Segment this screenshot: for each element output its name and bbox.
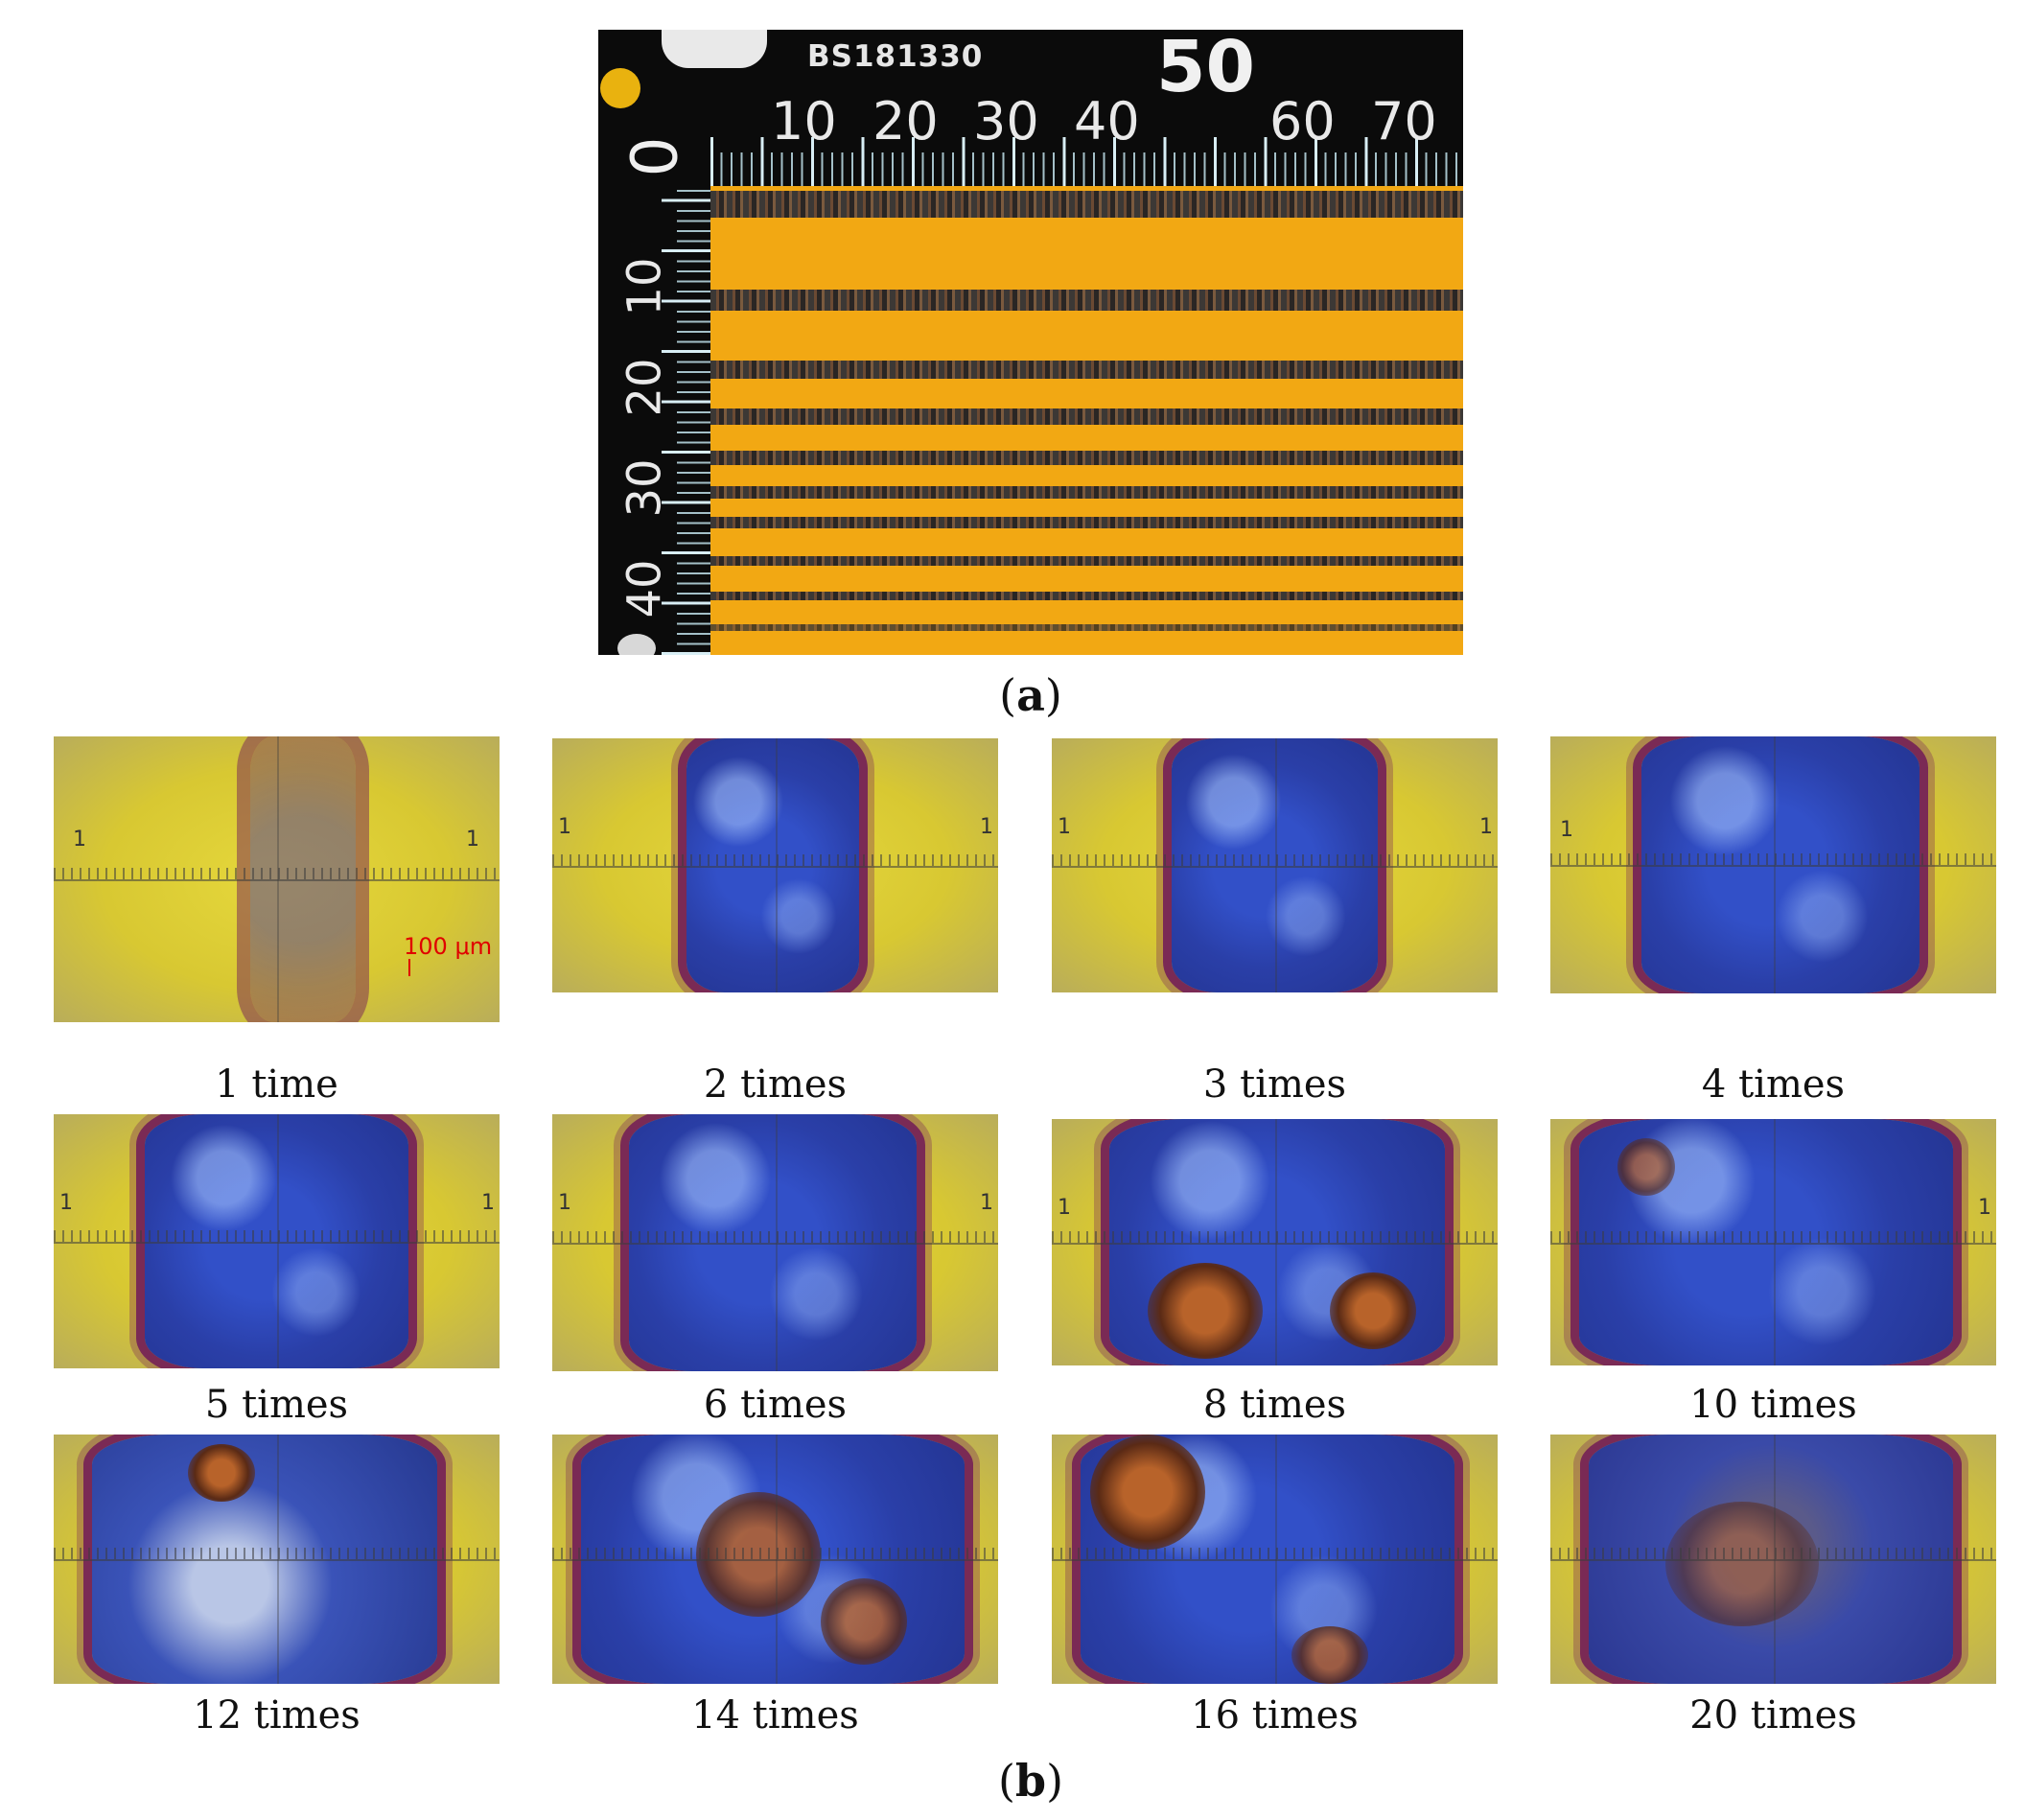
tile-label: 2 times xyxy=(703,1062,848,1107)
ruler-hole-bottom xyxy=(617,634,656,655)
tile-label: 20 times xyxy=(1689,1693,1857,1738)
scratch-line xyxy=(710,517,1463,528)
tile-label: 14 times xyxy=(691,1693,859,1738)
rust-spot xyxy=(1665,1502,1819,1626)
scale-bar-label: 100 μm xyxy=(404,933,493,960)
ruler-major-ticks-top xyxy=(710,137,1463,186)
micrograph-tile: 1 1 100 μm xyxy=(54,736,500,1022)
scratch-line xyxy=(710,191,1463,218)
ruler-left-label: 40 xyxy=(617,559,672,618)
micrograph-tile: 1 1 xyxy=(54,1114,500,1368)
scratch-line xyxy=(710,486,1463,499)
micrograph-tile xyxy=(1550,1435,1996,1684)
scratch-line xyxy=(710,556,1463,566)
rust-spot xyxy=(1617,1138,1675,1196)
ruler-top-label: 40 xyxy=(1074,91,1140,152)
ruler-left-label: 30 xyxy=(617,458,672,518)
rust-spot xyxy=(1291,1626,1368,1684)
rust-spot xyxy=(1148,1263,1263,1359)
rust-spot xyxy=(1090,1435,1205,1550)
tile-label: 8 times xyxy=(1202,1383,1347,1427)
ruler-top-label: 70 xyxy=(1371,91,1437,152)
rust-spot xyxy=(821,1578,907,1665)
micrograph-tile: 1 xyxy=(1550,736,1996,993)
rust-spot xyxy=(1330,1272,1416,1349)
ruler-hole xyxy=(600,68,640,108)
ruler-top-label: 60 xyxy=(1269,91,1336,152)
ruler-top-label: 20 xyxy=(872,91,939,152)
ruler-logo xyxy=(662,30,767,68)
ruler-major-ticks-left xyxy=(662,186,710,655)
caption-b: (b) xyxy=(997,1755,1064,1807)
micrograph-tile: 1 xyxy=(1052,1119,1498,1365)
tile-label: 3 times xyxy=(1202,1062,1347,1107)
ruler-top-label: 30 xyxy=(973,91,1039,152)
caption-a: (a) xyxy=(999,669,1062,721)
scratch-line xyxy=(710,592,1463,600)
micrograph-tile: 1 1 xyxy=(1052,738,1498,992)
micrograph-tile: 1 xyxy=(1550,1119,1996,1365)
tile-label: 10 times xyxy=(1689,1383,1857,1427)
tile-label: 4 times xyxy=(1701,1062,1846,1107)
micrograph-tile xyxy=(54,1435,500,1684)
micrograph-tile: 1 1 xyxy=(552,738,998,992)
scale-bar xyxy=(408,959,410,976)
tile-label: 12 times xyxy=(193,1693,361,1738)
ruler-left-label: 20 xyxy=(617,358,672,417)
tile-label: 5 times xyxy=(204,1383,349,1427)
tile-label: 16 times xyxy=(1191,1693,1359,1738)
micrograph-tile xyxy=(552,1435,998,1684)
scratch-line xyxy=(710,624,1463,631)
scratch-line xyxy=(710,290,1463,311)
micrograph-tile xyxy=(1052,1435,1498,1684)
tile-label: 6 times xyxy=(703,1383,848,1427)
ruler-highlight-mark: 50 xyxy=(1156,30,1255,108)
rust-spot xyxy=(188,1444,255,1502)
scratch-line xyxy=(710,408,1463,425)
ruler-zero: 0 xyxy=(617,136,692,177)
ruler-photo: BS181330 50 0 10 20 30 40 60 70 10 20 30… xyxy=(598,30,1463,655)
ruler-serial: BS181330 xyxy=(807,39,984,74)
tile-label: 1 time xyxy=(215,1062,338,1107)
scratch-line xyxy=(710,361,1463,379)
scratch-line xyxy=(710,451,1463,465)
micrograph-tile: 1 1 xyxy=(552,1114,998,1371)
ruler-top-label: 10 xyxy=(771,91,837,152)
ruler-left-label: 10 xyxy=(617,257,672,316)
